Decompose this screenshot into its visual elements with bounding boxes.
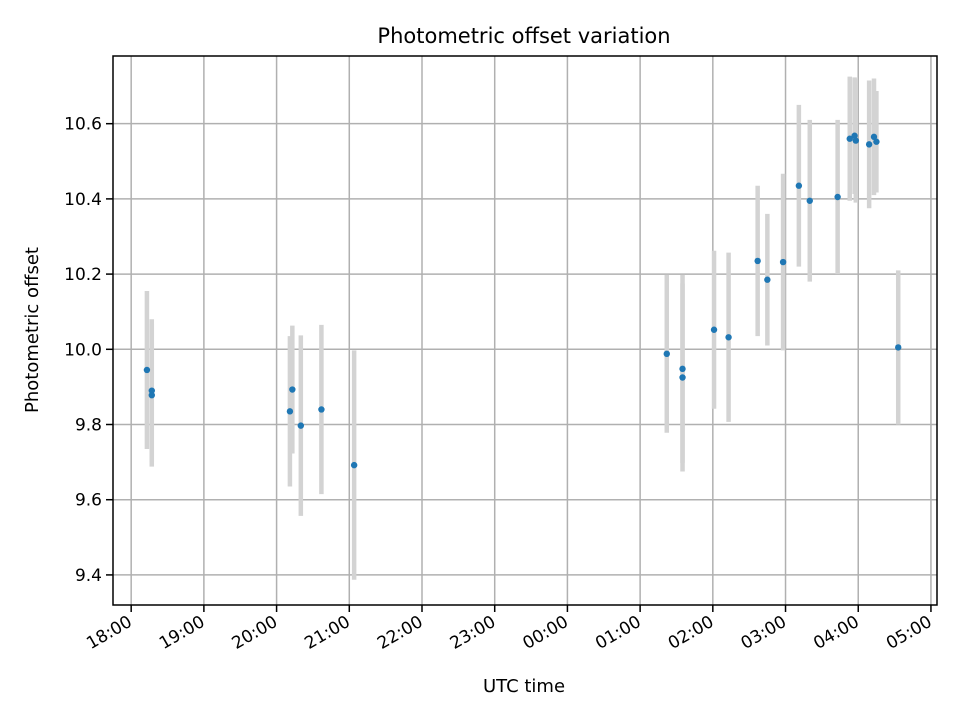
y-tick-label: 10.0 [64, 340, 102, 360]
chart-title: Photometric offset variation [377, 24, 670, 48]
x-tick-label: 01:00 [592, 612, 644, 654]
data-point [852, 137, 860, 144]
data-point [663, 350, 670, 358]
x-tick-label: 02:00 [665, 612, 717, 654]
data-point [846, 135, 853, 142]
x-tick-label: 20:00 [229, 612, 281, 654]
data-point [764, 276, 771, 283]
data-point [834, 193, 841, 201]
grid [113, 56, 937, 605]
y-tick-label: 9.8 [75, 416, 102, 436]
plot-frame [112, 55, 938, 606]
x-tick-label: 19:00 [156, 612, 208, 654]
data-point [870, 133, 878, 141]
data-point [679, 374, 686, 381]
data-point [318, 406, 325, 413]
y-axis-ticks: 9.4 9.6 9.8 10.0 10.2 10.4 10.6 [64, 115, 113, 586]
data-point [297, 422, 305, 429]
x-tick-label: 00:00 [519, 612, 571, 654]
data-point [779, 258, 787, 266]
data-point [143, 366, 151, 374]
data-point [851, 132, 858, 139]
x-tick-label: 22:00 [374, 612, 426, 654]
data-point [350, 461, 358, 469]
x-tick-label: 18:00 [83, 612, 135, 654]
data-point [148, 391, 155, 399]
data-point [795, 182, 803, 189]
data-point [286, 408, 294, 415]
x-tick-label: 21:00 [301, 612, 353, 654]
data-point [710, 326, 718, 333]
y-tick-label: 10.4 [64, 190, 102, 210]
data-point [806, 197, 813, 204]
x-axis-label: UTC time [483, 676, 565, 697]
x-tick-label: 23:00 [447, 612, 499, 654]
x-tick-label: 04:00 [810, 612, 862, 654]
data-point [754, 257, 761, 265]
data-point [289, 386, 296, 393]
data-point [725, 334, 732, 341]
x-axis-ticks: 18:00 19:00 20:00 21:00 22:00 23:00 00:00 01:00… [83, 605, 935, 654]
data-point [148, 387, 155, 394]
data-point [873, 138, 880, 145]
x-tick-label: 05:00 [883, 612, 935, 654]
y-axis-label: Photometric offset [22, 247, 43, 413]
y-tick-label: 10.6 [64, 115, 102, 135]
x-tick-label: 03:00 [738, 612, 790, 654]
data-point [865, 141, 873, 148]
y-tick-label: 9.4 [75, 566, 102, 586]
data-point [679, 365, 686, 373]
data-point [895, 344, 902, 351]
data-points [143, 132, 902, 469]
y-tick-label: 10.2 [64, 265, 102, 285]
y-tick-label: 9.6 [75, 491, 102, 511]
